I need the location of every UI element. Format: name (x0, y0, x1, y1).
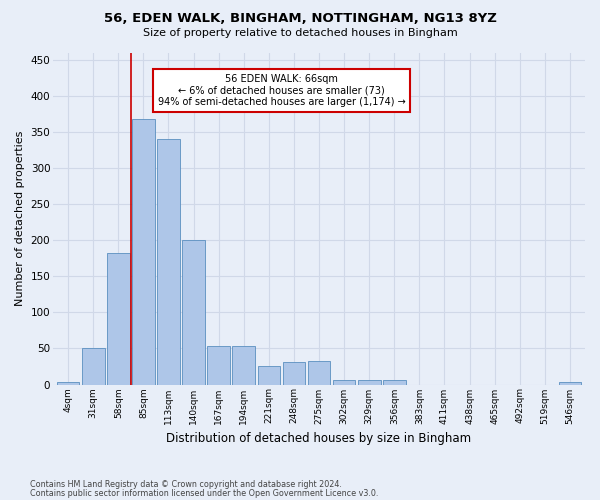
Bar (383, 380, 406, 384)
Text: Contains HM Land Registry data © Crown copyright and database right 2024.: Contains HM Land Registry data © Crown c… (30, 480, 342, 489)
Bar (257, 366, 280, 384)
Bar (232, 346, 255, 385)
Bar (559, 382, 581, 384)
Bar (57, 382, 79, 384)
Bar (132, 119, 155, 384)
Bar (208, 346, 230, 385)
Bar (157, 139, 180, 384)
Bar (333, 380, 355, 384)
Bar (182, 240, 205, 384)
Text: Contains public sector information licensed under the Open Government Licence v3: Contains public sector information licen… (30, 490, 379, 498)
Text: 56, EDEN WALK, BINGHAM, NOTTINGHAM, NG13 8YZ: 56, EDEN WALK, BINGHAM, NOTTINGHAM, NG13… (104, 12, 496, 26)
Bar (107, 253, 130, 384)
Text: Size of property relative to detached houses in Bingham: Size of property relative to detached ho… (143, 28, 457, 38)
Bar (308, 362, 331, 384)
Y-axis label: Number of detached properties: Number of detached properties (15, 131, 25, 306)
Bar (358, 380, 380, 384)
Bar (82, 348, 104, 384)
Text: 56 EDEN WALK: 66sqm
← 6% of detached houses are smaller (73)
94% of semi-detache: 56 EDEN WALK: 66sqm ← 6% of detached hou… (158, 74, 405, 108)
Bar (283, 362, 305, 384)
X-axis label: Distribution of detached houses by size in Bingham: Distribution of detached houses by size … (166, 432, 472, 445)
